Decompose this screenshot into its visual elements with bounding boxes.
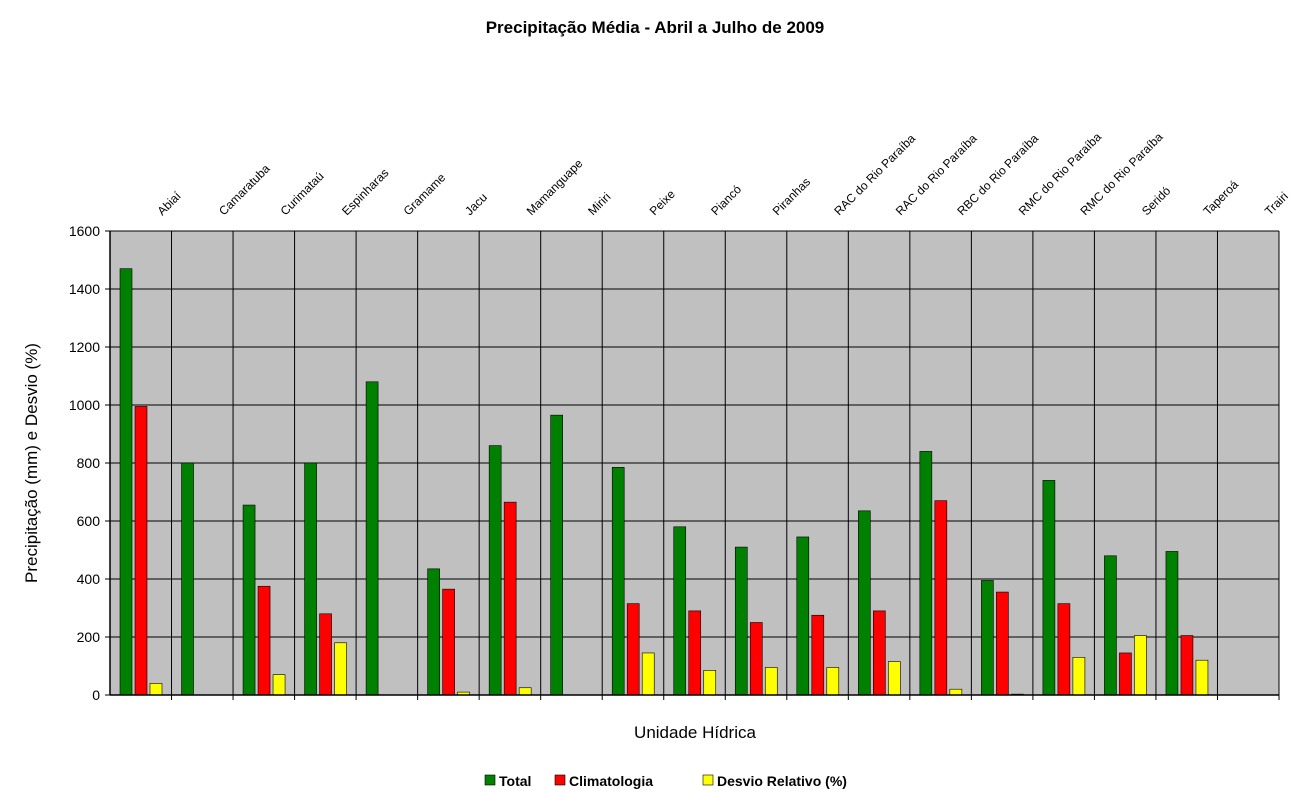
legend-label: Climatologia xyxy=(569,773,653,789)
bar xyxy=(1165,551,1179,696)
y-tick-label: 800 xyxy=(77,455,101,471)
x-category-label: Espinharas xyxy=(339,166,391,218)
x-category-label: Trairi xyxy=(1262,189,1291,218)
bar xyxy=(673,526,687,696)
category-separators xyxy=(171,231,1280,700)
bar xyxy=(550,414,563,696)
bar xyxy=(242,504,256,696)
legend-swatch xyxy=(702,774,714,786)
chart-title: Precipitação Média - Abril a Julho de 20… xyxy=(486,18,825,37)
bars xyxy=(119,268,1209,696)
y-tick-label: 1000 xyxy=(69,397,100,413)
bar xyxy=(858,510,871,696)
bar xyxy=(365,381,379,696)
x-category-label: Piranhas xyxy=(770,175,813,218)
bar xyxy=(626,603,640,696)
legend: Total Climatologia Desvio Relativo (%) xyxy=(484,773,847,789)
bar xyxy=(888,661,901,696)
bar xyxy=(334,642,347,696)
bar xyxy=(749,622,763,696)
bar xyxy=(319,613,332,696)
bar xyxy=(257,585,271,696)
legend-label: Desvio Relativo (%) xyxy=(717,773,847,789)
y-tick-label: 200 xyxy=(77,629,101,645)
bar xyxy=(1180,635,1194,696)
bar xyxy=(949,688,963,696)
bar xyxy=(811,614,825,696)
x-axis-categories: Abiaí Camaratuba Curimataú Espinharas Gramam… xyxy=(155,130,1291,218)
bar xyxy=(518,687,532,696)
bar xyxy=(181,462,194,696)
bar xyxy=(304,462,317,696)
bar xyxy=(919,451,933,696)
x-category-label: Mamanguape xyxy=(524,156,586,218)
x-category-label: Peixe xyxy=(647,187,678,218)
legend-label: Total xyxy=(499,773,531,789)
bar xyxy=(272,674,286,696)
y-tick-label: 600 xyxy=(77,513,101,529)
bar xyxy=(503,501,517,696)
bar xyxy=(427,568,440,696)
x-category-label: Gramame xyxy=(401,170,449,218)
bar xyxy=(996,591,1009,696)
bar xyxy=(1057,603,1071,696)
bar xyxy=(119,268,133,696)
y-tick-label: 400 xyxy=(77,571,101,587)
x-axis-title: Unidade Hídrica xyxy=(634,723,756,742)
x-category-label: Miriri xyxy=(585,190,613,218)
bar xyxy=(1119,652,1132,696)
bar xyxy=(1104,555,1117,696)
bar xyxy=(688,610,702,696)
bar xyxy=(873,610,886,696)
bar xyxy=(488,445,502,696)
bar xyxy=(149,683,163,696)
bar xyxy=(1134,635,1147,696)
bar xyxy=(1042,480,1056,696)
y-tick-label: 1400 xyxy=(69,281,100,297)
bar xyxy=(703,670,717,696)
bar xyxy=(1195,659,1209,696)
x-category-label: Jacu xyxy=(462,190,490,218)
bar xyxy=(796,536,810,696)
bar xyxy=(934,500,948,696)
y-axis-title: Precipitação (mm) e Desvio (%) xyxy=(22,343,41,583)
y-tick-label: 1200 xyxy=(69,339,100,355)
x-category-label: Piancó xyxy=(708,182,744,218)
y-tick-label: 1600 xyxy=(69,223,100,239)
bar xyxy=(981,580,994,696)
bar xyxy=(764,667,778,696)
legend-swatch xyxy=(484,774,496,786)
x-category-label: Taperoá xyxy=(1200,177,1241,218)
bar xyxy=(826,667,840,696)
bar xyxy=(611,467,625,696)
x-category-label: Seridó xyxy=(1139,183,1174,218)
y-axis-ticks: 0 200 400 600 800 1000 1200 1400 1600 xyxy=(69,223,110,703)
bar xyxy=(734,546,748,696)
y-tick-label: 0 xyxy=(92,687,100,703)
x-category-label: Curimataú xyxy=(278,169,327,218)
bar xyxy=(134,406,148,696)
x-category-label: Abiaí xyxy=(155,188,185,218)
bar xyxy=(641,652,655,696)
bar xyxy=(1072,656,1086,696)
bar xyxy=(442,588,455,696)
legend-swatch xyxy=(554,774,566,786)
x-category-label: Camaratuba xyxy=(216,161,273,218)
